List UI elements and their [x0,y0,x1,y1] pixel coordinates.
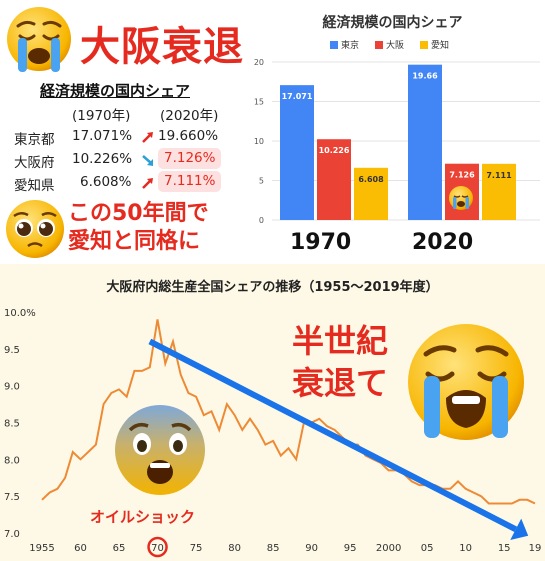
y-tick-label: 0 [259,216,264,225]
fearful-face-icon [115,405,205,495]
row-aichi-2020: 7.111% [158,171,222,192]
bar-chart-title: 経済規模の国内シェア [322,15,463,31]
trend-up-icon [142,132,153,143]
x-tick-label: 10 [459,543,472,554]
x-tick-label: 65 [113,543,126,554]
y-tick-label: 10 [254,137,264,146]
row-name-tokyo: 東京都 [14,132,55,148]
legend-osaka: 大阪 [375,38,404,51]
legend-tokyo: 東京 [330,38,359,51]
trend-up-icon [142,178,153,189]
legend-tokyo-label: 東京 [341,41,360,51]
bar-value-label: 6.608 [358,175,384,184]
table-title: 経済規模の国内シェア [40,82,191,100]
pleading-face-icon [6,200,64,258]
x-tick-label: 80 [228,543,241,554]
crying-face-icon [7,7,71,72]
y-tick-label: 9.0 [4,382,20,393]
row-tokyo-1970: 17.071% [72,128,133,144]
y-tick-label: 5 [259,177,264,186]
x-tick-label: 60 [74,543,87,554]
x-tick-label: 95 [344,543,357,554]
loudly-crying-face-icon [408,324,524,440]
y-tick-label: 8.0 [4,455,20,466]
bar-value-label: 19.66 [412,72,438,81]
bar-value-label: 7.111 [486,171,512,180]
y-tick-label: 7.5 [4,492,20,503]
message-line-2: 愛知と同格に [68,229,201,254]
oil-shock-label: オイルショック [90,508,196,526]
bar-1970-2 [354,167,388,220]
line-chart-title: 大阪府内総生産全国シェアの推移（1955～2019年度） [106,280,439,295]
trend-arrow-line [148,338,518,532]
y-tick-label: 15 [254,98,264,107]
x-tick-label: 19 [529,543,542,554]
x-tick-label: 85 [267,543,280,554]
series-line [41,319,536,505]
y-tick-label: 9.5 [4,345,20,356]
column-header-2020: (2020年) [160,108,219,124]
bar-value-label: 7.126 [449,171,475,180]
y-tick-label: 20 [254,58,264,67]
message: この50年間で 愛知と同格に [68,200,209,256]
big-caption-line-2: 衰退て [292,364,389,402]
row-osaka-1970: 10.226% [72,151,133,167]
legend-aichi: 愛知 [420,38,449,51]
highlight-circle [147,536,168,558]
bar-value-label: 17.071 [282,92,313,101]
row-aichi-1970: 6.608% [80,174,132,190]
bar-2020-2 [482,163,516,220]
trend-down-icon [142,155,153,166]
x-tick-label: 15 [498,543,511,554]
legend-aichi-label: 愛知 [431,41,450,51]
bar-1970-0 [280,85,314,220]
y-tick-label: 7.0 [4,529,20,540]
message-line-1: この50年間で [68,201,209,226]
bar-1970-1 [317,139,351,220]
headline: 大阪衰退 [80,24,244,70]
row-osaka-2020: 7.126% [158,148,222,169]
bar-2020-0 [408,64,442,220]
bar-value-label: 10.226 [319,146,350,155]
x-tick-label: 2000 [376,543,401,554]
row-name-aichi: 愛知県 [14,178,55,194]
x-tick-label: 75 [190,543,203,554]
bar-chart: 0 5 10 15 20 17.071 10.226 6.608 19.66 7.126 7.111 [254,58,540,225]
big-caption: 半世紀 衰退て [292,320,388,404]
small-crying-face-icon [449,186,473,210]
x-tick-label: 90 [305,543,318,554]
big-caption-line-1: 半世紀 [292,322,389,360]
bar-year-1970: 1970 [290,230,352,255]
y-tick-label: 10.0% [4,308,36,319]
line-chart: 10.0% 9.5 9.0 8.5 8.0 7.5 7.0 1955 60 65 70 75 80 85 9… [4,308,542,558]
bar-year-2020: 2020 [412,230,474,255]
x-tick-label: 1955 [29,543,54,554]
trend-arrow-head [510,518,529,540]
column-header-1970: (1970年) [72,108,131,124]
y-tick-label: 8.5 [4,419,20,430]
row-tokyo-2020: 19.660% [158,128,219,144]
x-tick-label: 70 [151,543,164,554]
legend-osaka-label: 大阪 [386,41,405,51]
row-name-osaka: 大阪府 [14,155,55,171]
x-tick-label: 05 [421,543,434,554]
